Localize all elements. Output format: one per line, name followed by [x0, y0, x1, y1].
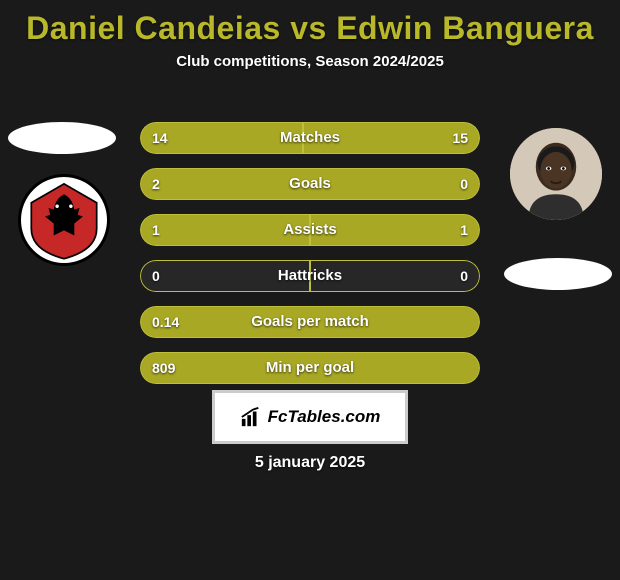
- player-left-badge: [18, 174, 110, 266]
- stat-value-right: 15: [452, 122, 468, 154]
- stat-row-mpg: 809 Min per goal: [140, 352, 480, 384]
- branding-label: FcTables.com: [268, 407, 381, 427]
- page-title: Daniel Candeias vs Edwin Banguera: [0, 0, 620, 53]
- decor-oval-top-left: [8, 122, 116, 154]
- player-right-avatar: [510, 128, 602, 220]
- stat-value-right: 1: [460, 214, 468, 246]
- stats-container: 14 Matches 15 2 Goals 0 1 Assists 1 0 Ha…: [140, 122, 480, 398]
- stat-row-hattricks: 0 Hattricks 0: [140, 260, 480, 292]
- branding-badge[interactable]: FcTables.com: [212, 390, 408, 444]
- stat-label: Assists: [140, 214, 480, 246]
- stat-value-right: 0: [460, 168, 468, 200]
- stat-label: Matches: [140, 122, 480, 154]
- page-subtitle: Club competitions, Season 2024/2025: [0, 53, 620, 70]
- decor-oval-bottom-right: [504, 258, 612, 290]
- stat-row-matches: 14 Matches 15: [140, 122, 480, 154]
- footer-date: 5 january 2025: [0, 454, 620, 472]
- stat-label: Min per goal: [140, 352, 480, 384]
- stat-row-gpm: 0.14 Goals per match: [140, 306, 480, 338]
- club-crest-icon: [21, 177, 107, 263]
- stat-label: Goals per match: [140, 306, 480, 338]
- stat-row-goals: 2 Goals 0: [140, 168, 480, 200]
- avatar-icon: [510, 128, 602, 220]
- chart-icon: [240, 406, 262, 428]
- stat-label: Goals: [140, 168, 480, 200]
- stat-value-right: 0: [460, 260, 468, 292]
- stat-row-assists: 1 Assists 1: [140, 214, 480, 246]
- stat-label: Hattricks: [140, 260, 480, 292]
